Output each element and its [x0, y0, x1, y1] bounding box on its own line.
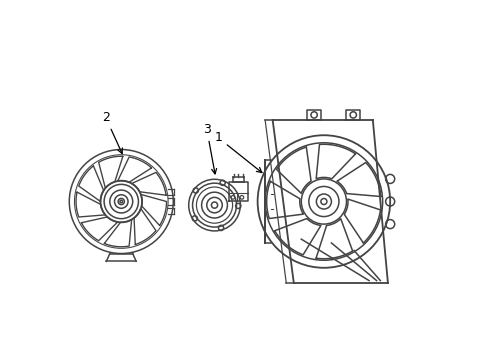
Text: 1: 1: [214, 131, 262, 172]
Text: 3: 3: [203, 123, 217, 174]
Text: 2: 2: [102, 111, 122, 153]
